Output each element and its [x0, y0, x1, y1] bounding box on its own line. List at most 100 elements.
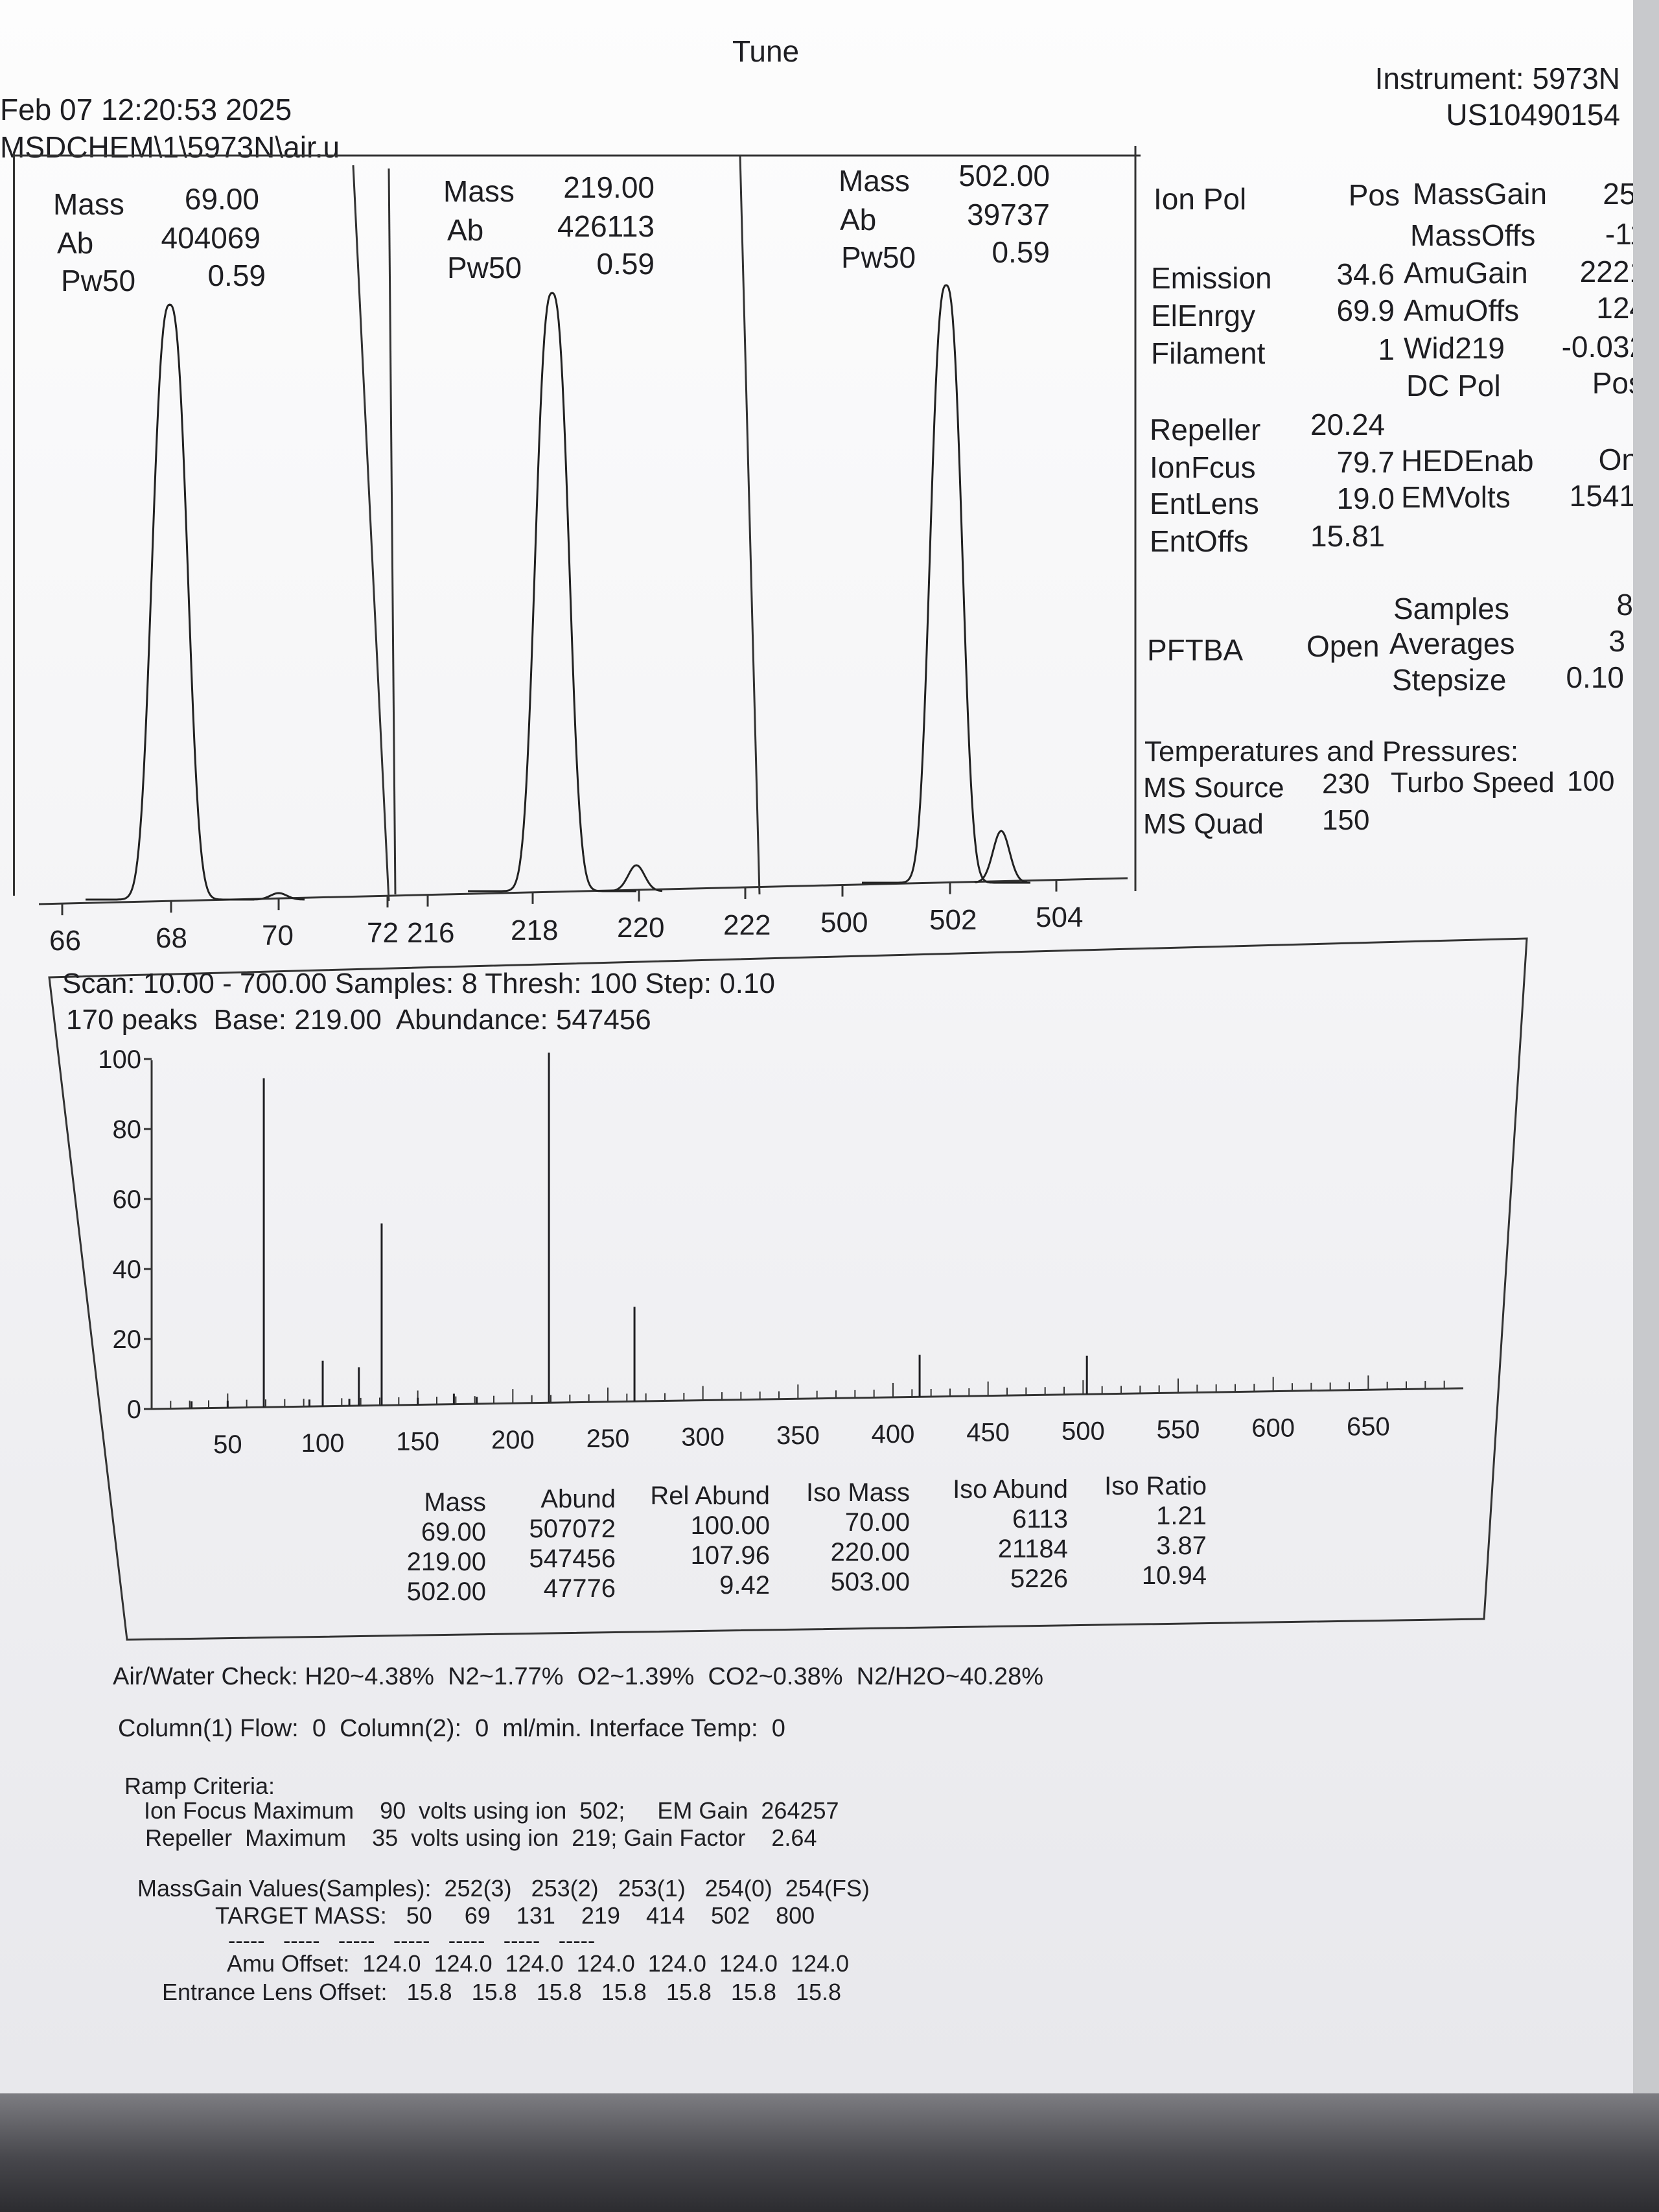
- panel2-ab-value: 426113: [557, 209, 655, 243]
- panel2-mass-label: Mass: [443, 174, 515, 208]
- table-header: Rel Abund: [650, 1482, 770, 1510]
- table-cell: 502.00: [406, 1578, 486, 1606]
- samples-label: Samples: [1393, 592, 1509, 625]
- panel3-tick: 502: [929, 904, 977, 936]
- panel1-tick: 72: [367, 917, 399, 949]
- massoffs-value: -11: [1605, 217, 1633, 251]
- spectrum-x-tick-label: 150: [396, 1428, 439, 1456]
- table-header: Abund: [540, 1485, 616, 1513]
- massgain-values: MassGain Values(Samples): 252(3) 253(2) …: [137, 1875, 870, 1902]
- panel2-tick: 220: [617, 912, 665, 944]
- panel1-pw50-value: 0.59: [207, 259, 266, 292]
- table-header: Iso Mass: [806, 1478, 910, 1507]
- pftba-value: Open: [1306, 629, 1380, 663]
- panel1-tick: 66: [49, 925, 81, 957]
- spectrum-x-tick-label: 650: [1347, 1412, 1390, 1441]
- desk-shadow: [0, 2093, 1659, 2212]
- panel3-tick: 504: [1036, 902, 1084, 933]
- panel1-mass-value: 69.00: [184, 182, 259, 216]
- table-cell: 70.00: [844, 1508, 910, 1537]
- table-cell: 547456: [529, 1544, 616, 1573]
- panel3-mass-label: Mass: [839, 164, 910, 198]
- spectrum-x-tick-label: 250: [586, 1425, 630, 1453]
- massgain-label: MassGain: [1413, 177, 1548, 211]
- spectrum-x-tick-label: 400: [872, 1420, 915, 1449]
- panel2-ab-label: Ab: [447, 213, 484, 247]
- ion-pol-label: Ion Pol: [1154, 182, 1247, 216]
- hedenab-value: On: [1598, 443, 1633, 476]
- method-path: MSDCHEM\1\5973N\air.u: [0, 130, 340, 164]
- amuoffs-value: 124: [1596, 291, 1633, 325]
- ion-pol-value: Pos: [1348, 178, 1400, 212]
- instrument-label: Instrument: 5973N: [1375, 62, 1620, 95]
- table-cell: 507072: [529, 1515, 616, 1543]
- target-mass: TARGET MASS: 50 69 131 219 414 502 800: [215, 1902, 815, 1929]
- peak-curves: [86, 284, 1030, 901]
- eienergy-label: ElEnrgy: [1151, 299, 1256, 332]
- panel2-pw50-label: Pw50: [447, 251, 522, 285]
- spectrum-x-tick-label: 600: [1251, 1414, 1295, 1443]
- panel2-mass-value: 219.00: [563, 170, 655, 204]
- tune-report-page: Tune Feb 07 12:20:53 2025 MSDCHEM\1\5973…: [0, 0, 1633, 2093]
- panel2-tick: 222: [723, 909, 771, 941]
- panel3-tick: 500: [820, 907, 868, 938]
- table-cell: 503.00: [830, 1568, 910, 1596]
- ms-source-value: 230: [1322, 768, 1370, 800]
- amugain-label: AmuGain: [1404, 256, 1528, 290]
- emission-label: Emission: [1151, 261, 1272, 295]
- repeller-value: 20.24: [1310, 408, 1386, 441]
- entoffs-value: 15.81: [1310, 519, 1386, 553]
- wid219-value: -0.032: [1561, 330, 1633, 364]
- spectrum-y-tick-label: 40: [113, 1255, 142, 1284]
- dcpol-label: DC Pol: [1406, 369, 1501, 402]
- spectrum-y-tick-label: 0: [127, 1395, 141, 1424]
- panel1-ab-label: Ab: [57, 226, 94, 260]
- ms-source-label: MS Source: [1143, 772, 1284, 804]
- spectrum-x-tick-label: 550: [1157, 1415, 1200, 1444]
- table-cell: 9.42: [719, 1571, 770, 1600]
- turbo-value: 100: [1567, 765, 1615, 797]
- peak-profile-2: [468, 292, 636, 892]
- ramp-repeller: Repeller Maximum 35 volts using ion 219;…: [145, 1824, 817, 1851]
- report-title: Tune: [732, 34, 800, 68]
- column-flow: Column(1) Flow: 0 Column(2): 0 ml/min. I…: [118, 1715, 785, 1742]
- ramp-ion-focus: Ion Focus Maximum 90 volts using ion 502…: [144, 1797, 839, 1824]
- temps-title: Temperatures and Pressures:: [1144, 736, 1519, 767]
- table-cell: 69.00: [421, 1518, 486, 1546]
- isotope-shoulder-2: [609, 864, 663, 892]
- panel1-ab-value: 404069: [161, 221, 261, 255]
- entoffs-label: EntOffs: [1150, 524, 1249, 558]
- entlens-label: EntLens: [1150, 487, 1259, 520]
- spectrum-x-tick-label: 300: [681, 1423, 725, 1452]
- pftba-label: PFTBA: [1147, 633, 1244, 667]
- emission-value: 34.6: [1336, 257, 1395, 291]
- panel2-pw50-value: 0.59: [596, 247, 655, 281]
- averages-label: Averages: [1389, 627, 1515, 660]
- ionfcus-label: IonFcus: [1150, 450, 1256, 484]
- panel1-tick: 70: [262, 920, 294, 951]
- averages-value: 3: [1608, 624, 1625, 658]
- table-cell: 100.00: [690, 1511, 770, 1540]
- scan-peaks-summary: 170 peaks Base: 219.00 Abundance: 547456: [66, 1004, 651, 1036]
- peak-panels-frame: [13, 153, 1129, 896]
- table-cell: 107.96: [690, 1541, 770, 1570]
- spectrum-y-tick-label: 100: [98, 1045, 141, 1074]
- spectrum-y-tick-label: 60: [113, 1185, 142, 1214]
- table-cell: 219.00: [406, 1548, 486, 1576]
- table-cell: 5226: [1010, 1565, 1068, 1593]
- table-cell: 220.00: [830, 1538, 910, 1566]
- table-cell: 6113: [1012, 1505, 1068, 1533]
- table-cell: 1.21: [1156, 1502, 1207, 1530]
- report-datetime: Feb 07 12:20:53 2025: [0, 93, 292, 126]
- table-cell: 10.94: [1141, 1561, 1207, 1590]
- wid219-label: Wid219: [1404, 331, 1505, 365]
- stepsize-value: 0.10: [1566, 660, 1624, 694]
- panel1-mass-label: Mass: [53, 187, 124, 221]
- ms-quad-label: MS Quad: [1143, 808, 1264, 840]
- table-cell: 47776: [543, 1574, 616, 1603]
- peak-profile-3: [862, 284, 1030, 884]
- emvolts-value: 1541: [1569, 479, 1633, 513]
- instrument-serial: US10490154: [1446, 98, 1620, 132]
- spectrum-x-tick-label: 350: [776, 1421, 820, 1450]
- dcpol-value: Pos: [1592, 366, 1633, 400]
